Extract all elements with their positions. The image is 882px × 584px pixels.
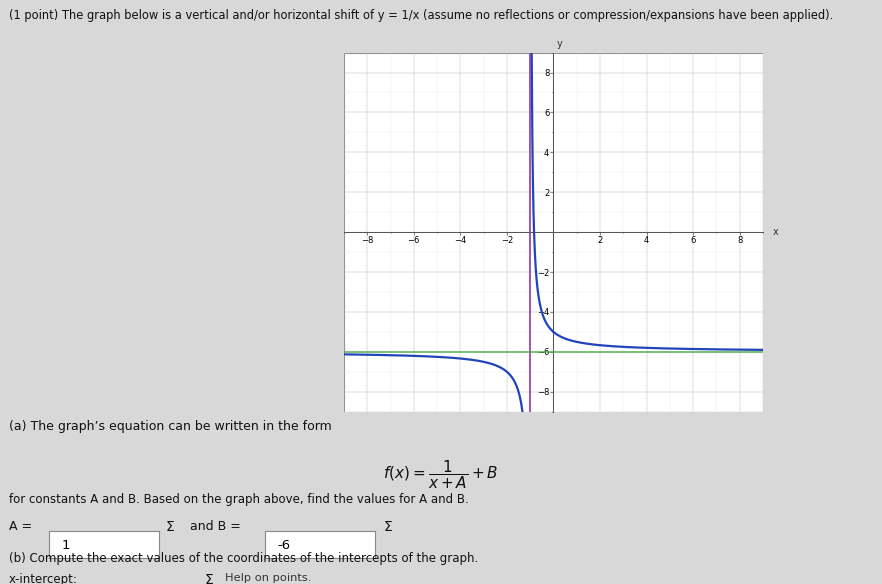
Text: Σ: Σ — [384, 520, 392, 534]
Text: y: y — [557, 39, 563, 48]
Text: (b) Compute the exact values of the coordinates of the intercepts of the graph.: (b) Compute the exact values of the coor… — [9, 552, 478, 565]
Text: $f(x) = \dfrac{1}{x + A} + B$: $f(x) = \dfrac{1}{x + A} + B$ — [384, 458, 498, 491]
Text: and B =: and B = — [190, 520, 241, 533]
Text: x-intercept:: x-intercept: — [9, 573, 78, 584]
Text: Σ: Σ — [166, 520, 175, 534]
Text: 1: 1 — [62, 540, 71, 552]
Text: Help on points.: Help on points. — [225, 573, 311, 583]
Text: x: x — [773, 227, 778, 237]
Text: for constants A and B. Based on the graph above, find the values for A and B.: for constants A and B. Based on the grap… — [9, 493, 468, 506]
Text: Σ: Σ — [205, 573, 213, 584]
Text: (1 point) The graph below is a vertical and/or horizontal shift of y = 1/x (assu: (1 point) The graph below is a vertical … — [9, 9, 833, 22]
Text: -6: -6 — [278, 540, 291, 552]
Text: (a) The graph’s equation can be written in the form: (a) The graph’s equation can be written … — [9, 420, 332, 433]
Text: A =: A = — [9, 520, 32, 533]
